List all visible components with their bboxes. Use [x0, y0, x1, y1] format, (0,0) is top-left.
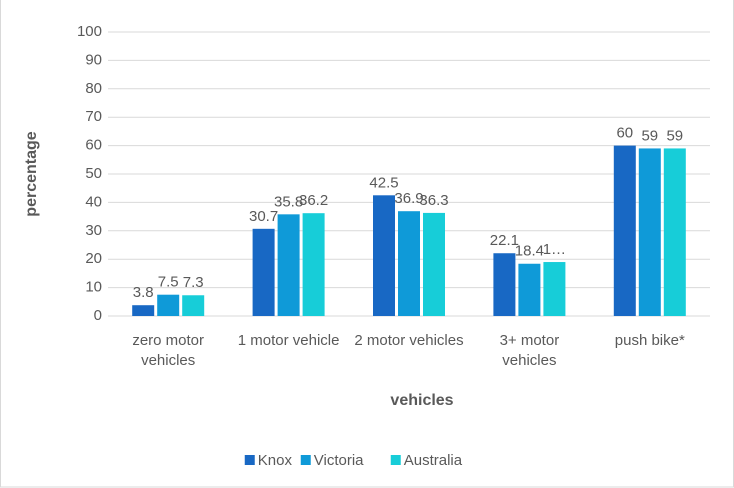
- y-tick-label: 10: [85, 279, 102, 296]
- bar: [398, 211, 420, 316]
- data-label: 22.1: [490, 232, 519, 249]
- bar: [373, 195, 395, 316]
- bar: [132, 305, 155, 316]
- x-tick-label: 1 motor vehicle: [237, 332, 340, 349]
- data-label: 36.9: [394, 190, 423, 207]
- bar: [543, 262, 566, 316]
- bar: [252, 228, 275, 316]
- bar: [423, 212, 445, 316]
- bar: [663, 148, 686, 316]
- y-tick-label: 90: [85, 51, 102, 68]
- data-label: 7.5: [158, 274, 179, 291]
- data-label: 36.3: [419, 192, 448, 209]
- x-axis-title: vehicles: [390, 392, 453, 409]
- data-label: 42.5: [369, 174, 398, 191]
- y-tick-label: 70: [85, 108, 102, 125]
- y-tick-label: 40: [85, 193, 102, 210]
- x-tick-label: 2 motor vehicles: [354, 332, 464, 349]
- data-label: 60: [616, 125, 633, 142]
- bar: [277, 214, 300, 316]
- data-label: 59: [641, 127, 658, 144]
- data-label: 18.4: [515, 243, 544, 260]
- y-axis-title: percentage: [23, 131, 40, 216]
- x-tick-label: 3+ motor vehicles: [499, 332, 560, 369]
- legend-swatch: [390, 455, 401, 465]
- legend-label: Australia: [404, 452, 463, 469]
- data-label: 1…: [543, 241, 566, 258]
- x-tick-label: zero motor vehicles: [132, 332, 205, 369]
- bar: [493, 253, 516, 316]
- y-tick-label: 20: [85, 250, 102, 267]
- y-tick-label: 60: [85, 137, 102, 154]
- bar: [182, 295, 205, 316]
- data-label: 35.8: [274, 193, 303, 210]
- y-tick-label: 30: [85, 222, 102, 239]
- data-label: 30.7: [249, 208, 278, 225]
- data-label: 59: [666, 127, 683, 144]
- data-label: 36.2: [299, 192, 328, 209]
- legend-label: Victoria: [314, 452, 364, 469]
- bar: [302, 213, 325, 316]
- legend-swatch: [244, 455, 255, 465]
- legend-swatch: [300, 455, 311, 465]
- y-tick-label: 50: [85, 165, 102, 182]
- bar: [613, 145, 636, 316]
- bar: [518, 263, 541, 316]
- y-tick-label: 80: [85, 80, 102, 97]
- y-tick-label: 0: [94, 307, 102, 324]
- data-label: 3.8: [133, 284, 154, 301]
- bar: [157, 294, 180, 316]
- y-tick-label: 100: [77, 23, 102, 40]
- bar: [638, 148, 661, 316]
- x-tick-label: push bike*: [614, 332, 685, 349]
- legend-label: Knox: [258, 452, 293, 469]
- data-label: 7.3: [183, 274, 204, 291]
